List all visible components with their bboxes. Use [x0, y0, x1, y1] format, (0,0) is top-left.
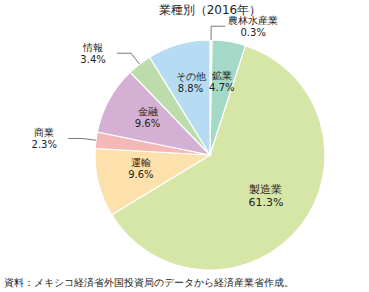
leader-line [211, 26, 225, 40]
data-label: 9.6% [128, 169, 153, 180]
chart: 業種別（2016年）農林水産業0.3%鉱業4.7%製造業61.3%運輸9.6%商… [0, 0, 369, 292]
data-label: 2.3% [32, 139, 57, 150]
leader-line [68, 138, 96, 140]
slice-label: 鉱業 [212, 70, 232, 81]
slice-label: 金融 [138, 106, 158, 117]
data-label: 3.4% [80, 54, 105, 65]
data-label: 4.7% [209, 82, 234, 93]
slice-label: 商業 [34, 127, 54, 138]
slice-label: 農林水産業 [228, 15, 278, 26]
slice [150, 40, 210, 155]
slice-label: 情報 [82, 42, 103, 53]
data-label: 9.6% [135, 118, 160, 129]
data-label: 0.3% [241, 27, 266, 38]
leader-line [117, 53, 139, 64]
labels: 農林水産業0.3%鉱業4.7%製造業61.3%運輸9.6%商業2.3%金融9.6… [32, 15, 284, 209]
slice-label: 運輸 [131, 157, 151, 168]
slice [112, 46, 325, 270]
source-note: 資料：メキシコ経済省外国投資局のデータから経済産業省作成。 [4, 277, 294, 288]
slice [95, 149, 210, 215]
data-label: 8.8% [178, 83, 203, 94]
slice-label: 製造業 [249, 183, 282, 196]
data-label: 61.3% [248, 196, 283, 209]
slice-label: その他 [176, 71, 206, 82]
slices [95, 40, 325, 270]
